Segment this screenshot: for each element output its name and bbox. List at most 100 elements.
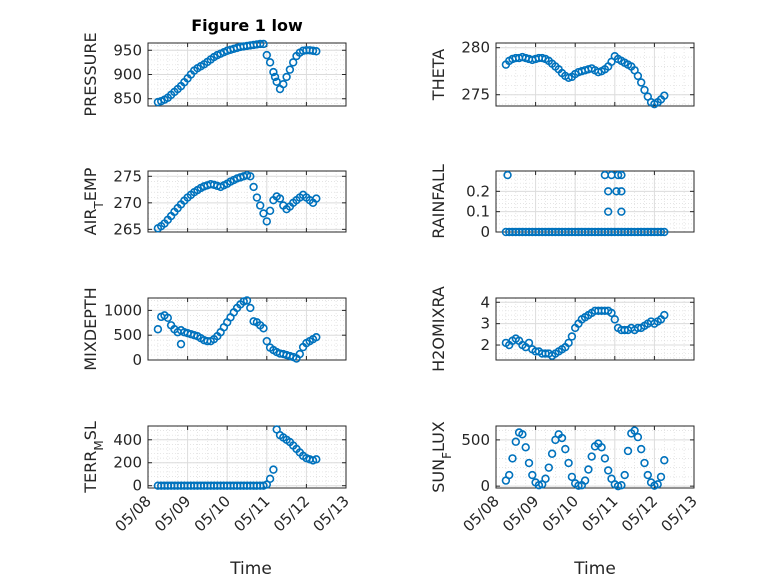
data-point xyxy=(279,79,288,89)
data-point xyxy=(574,481,583,490)
data-point xyxy=(524,338,534,348)
data-point xyxy=(636,78,646,87)
y-tick-label: 0.2 xyxy=(466,182,490,200)
y-axis-label: SUNFLUX xyxy=(429,421,454,493)
y-tick-label: 500 xyxy=(113,326,142,344)
data-point xyxy=(597,443,606,452)
x-tick-label: 05/11 xyxy=(578,492,621,535)
data-point xyxy=(561,444,570,454)
y-tick-label: 200 xyxy=(113,454,142,472)
x-tick-label: 05/10 xyxy=(539,492,582,535)
data-point xyxy=(312,332,321,342)
data-point xyxy=(524,458,534,468)
data-point xyxy=(269,67,278,77)
subplot-h2omixra: 2 3 4 H2OMIXRA xyxy=(429,286,695,372)
data-point xyxy=(567,332,577,341)
subplot-pressure: 850 900 950 PRESSURE xyxy=(81,32,347,117)
data-point xyxy=(620,470,629,480)
subplot-grid: 850 900 950 PRESSURE 275 280 THETA 265 270 275 AIR… xyxy=(81,32,701,535)
data-point xyxy=(603,187,613,196)
data-point xyxy=(242,296,252,305)
data-point xyxy=(508,454,517,463)
data-series xyxy=(153,296,321,363)
y-axis-label: PRESSURE xyxy=(81,32,100,116)
data-point xyxy=(295,349,304,359)
data-point xyxy=(503,170,512,180)
y-tick-label: 1000 xyxy=(104,301,142,319)
y-tick-label: 265 xyxy=(113,220,142,238)
y-axis-label: MIXDEPTH xyxy=(81,287,100,370)
data-point xyxy=(265,206,275,215)
data-point xyxy=(262,336,271,346)
data-point xyxy=(617,187,626,196)
y-tick-label: 280 xyxy=(461,39,490,57)
y-axis-label: THETA xyxy=(429,49,448,101)
data-point xyxy=(643,470,652,480)
x-tick-label: 05/10 xyxy=(191,492,234,535)
data-point xyxy=(541,474,550,483)
data-point xyxy=(656,227,666,237)
data-point xyxy=(262,50,271,60)
y-tick-label: 900 xyxy=(113,66,142,84)
data-point xyxy=(660,227,669,237)
data-series xyxy=(501,306,669,360)
data-point xyxy=(270,72,280,82)
data-point xyxy=(547,449,557,458)
data-point xyxy=(256,201,265,210)
data-point xyxy=(252,193,262,202)
data-point xyxy=(544,463,553,472)
y-tick-label: 270 xyxy=(113,194,142,212)
y-axis-label: RAINFALL xyxy=(429,164,448,239)
x-tick-label: 05/13 xyxy=(310,492,353,535)
data-point xyxy=(636,444,646,454)
y-tick-label: 4 xyxy=(480,293,490,311)
data-point xyxy=(607,308,616,318)
data-point xyxy=(282,72,291,82)
y-tick-label: 500 xyxy=(461,431,490,449)
data-point xyxy=(259,39,268,49)
data-point xyxy=(521,443,530,452)
x-axis-label-left: Time xyxy=(229,559,272,579)
y-tick-label: 275 xyxy=(113,167,142,185)
data-point xyxy=(256,39,265,49)
data-point xyxy=(289,58,298,67)
data-series xyxy=(153,425,321,490)
data-point xyxy=(603,207,613,216)
data-point xyxy=(285,65,295,74)
data-point xyxy=(518,430,527,439)
x-tick-label: 05/09 xyxy=(499,492,542,535)
grid xyxy=(147,425,347,488)
data-point xyxy=(259,324,268,333)
y-tick-label: 0 xyxy=(132,477,142,495)
data-point xyxy=(587,452,596,461)
data-point xyxy=(312,47,321,56)
subplot-theta: 275 280 THETA xyxy=(429,39,695,109)
y-tick-label: 850 xyxy=(113,90,142,108)
data-point xyxy=(308,46,318,55)
x-tick-label: 05/12 xyxy=(618,492,661,535)
data-series xyxy=(501,170,669,237)
y-tick-label: 0 xyxy=(480,223,490,241)
data-point xyxy=(246,303,255,313)
data-point xyxy=(633,432,643,442)
data-point xyxy=(567,472,577,482)
data-point xyxy=(153,325,163,334)
x-axis-label-right: Time xyxy=(573,559,616,579)
data-point xyxy=(660,91,669,100)
y-tick-label: 0 xyxy=(480,477,490,495)
data-point xyxy=(640,85,649,95)
data-point xyxy=(612,187,621,196)
data-point xyxy=(505,470,514,480)
data-point xyxy=(176,339,186,349)
data-point xyxy=(249,182,258,192)
data-point xyxy=(660,456,669,465)
data-point xyxy=(603,466,613,475)
data-series xyxy=(153,171,321,233)
data-point xyxy=(630,426,639,435)
data-series xyxy=(501,51,669,109)
subplot-air-temp: 265 270 275 AIRTEMP xyxy=(81,167,347,238)
data-point xyxy=(640,458,649,468)
data-point xyxy=(564,458,573,468)
y-tick-label: 0 xyxy=(132,351,142,369)
